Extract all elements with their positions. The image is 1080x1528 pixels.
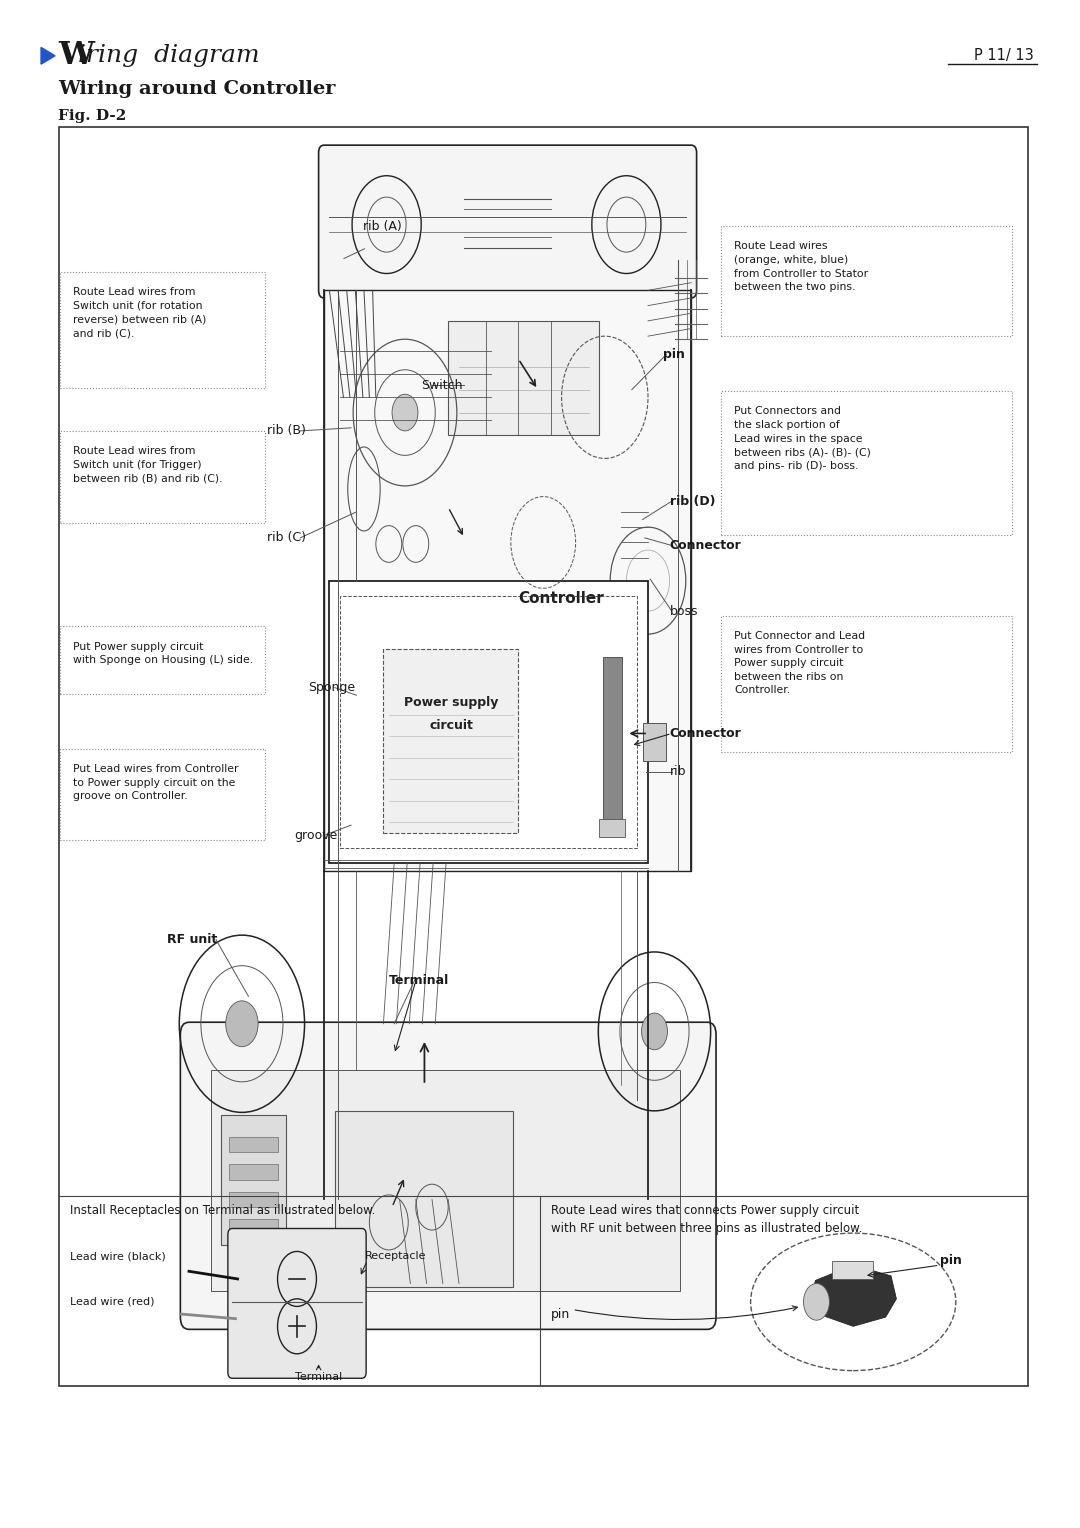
FancyBboxPatch shape [319,145,697,298]
Text: rib (C): rib (C) [267,532,306,544]
FancyBboxPatch shape [60,431,265,523]
FancyBboxPatch shape [721,616,1012,752]
Text: Power supply: Power supply [404,697,499,709]
Text: P 11/ 13: P 11/ 13 [974,49,1034,63]
FancyBboxPatch shape [60,626,265,694]
Text: groove: groove [294,830,337,842]
Bar [329,581,648,863]
Bar [335,1111,513,1287]
Bar [448,321,599,435]
Bar [643,723,666,761]
Text: rib: rib [670,766,686,778]
Bar [229,1137,278,1152]
Text: Put Power supply circuit
with Sponge on Housing (L) side.: Put Power supply circuit with Sponge on … [73,642,254,665]
FancyBboxPatch shape [180,1022,716,1329]
FancyBboxPatch shape [721,226,1012,336]
Text: Route Lead wires that connects Power supply circuit
with RF unit between three p: Route Lead wires that connects Power sup… [551,1204,862,1235]
Text: pin: pin [940,1254,961,1267]
Circle shape [226,1001,258,1047]
FancyBboxPatch shape [721,391,1012,535]
Bar [211,1070,680,1291]
Polygon shape [812,1265,896,1326]
Circle shape [804,1284,829,1320]
Bar [383,649,518,833]
Text: Route Lead wires from
Switch unit (for Trigger)
between rib (B) and rib (C).: Route Lead wires from Switch unit (for T… [73,446,222,483]
Text: Switch: Switch [421,379,462,391]
Text: Install Receptacles on Terminal as illustrated below.: Install Receptacles on Terminal as illus… [70,1204,376,1218]
Text: Route Lead wires
(orange, white, blue)
from Controller to Stator
between the two: Route Lead wires (orange, white, blue) f… [734,241,868,292]
Text: rib (B): rib (B) [267,425,306,437]
Bar [59,127,1028,1386]
Text: Put Lead wires from Controller
to Power supply circuit on the
groove on Controll: Put Lead wires from Controller to Power … [73,764,239,801]
Circle shape [642,1013,667,1050]
Bar [229,1219,278,1235]
Text: Connector: Connector [670,727,741,740]
Text: rib (D): rib (D) [670,495,715,507]
Text: Sponge: Sponge [308,681,355,694]
Text: Terminal: Terminal [389,975,449,987]
Bar [229,1164,278,1180]
Text: Fig. D-2: Fig. D-2 [58,108,126,124]
FancyBboxPatch shape [228,1229,366,1378]
Text: Route Lead wires from
Switch unit (for rotation
reverse) between rib (A)
and rib: Route Lead wires from Switch unit (for r… [73,287,206,338]
Bar [324,290,691,871]
Circle shape [392,394,418,431]
Text: Put Connector and Lead
wires from Controller to
Power supply circuit
between the: Put Connector and Lead wires from Contro… [734,631,865,695]
Text: circuit: circuit [430,720,473,732]
Polygon shape [41,47,55,64]
Text: Controller: Controller [518,591,605,607]
Text: Terminal: Terminal [295,1372,342,1383]
Ellipse shape [410,1177,432,1201]
Text: pin: pin [551,1308,570,1320]
Text: Put Connectors and
the slack portion of
Lead wires in the space
between ribs (A): Put Connectors and the slack portion of … [734,406,872,471]
Text: rib (A): rib (A) [363,220,402,232]
Text: Connector: Connector [670,539,741,552]
FancyBboxPatch shape [60,749,265,840]
Text: iring  diagram: iring diagram [78,44,259,67]
FancyBboxPatch shape [60,272,265,388]
Text: RF unit: RF unit [167,934,218,946]
Text: pin: pin [663,348,685,361]
Bar [229,1192,278,1207]
Text: W: W [58,40,94,72]
Bar [603,657,622,825]
Text: Lead wire (black): Lead wire (black) [70,1251,166,1261]
Text: Wiring around Controller: Wiring around Controller [58,79,336,98]
Bar [599,819,625,837]
Bar [340,596,637,848]
Text: Lead wire (red): Lead wire (red) [70,1297,154,1306]
Bar [832,1261,873,1279]
Bar [221,1115,286,1245]
Text: boss: boss [670,605,698,617]
Text: Receptacle: Receptacle [365,1251,427,1261]
